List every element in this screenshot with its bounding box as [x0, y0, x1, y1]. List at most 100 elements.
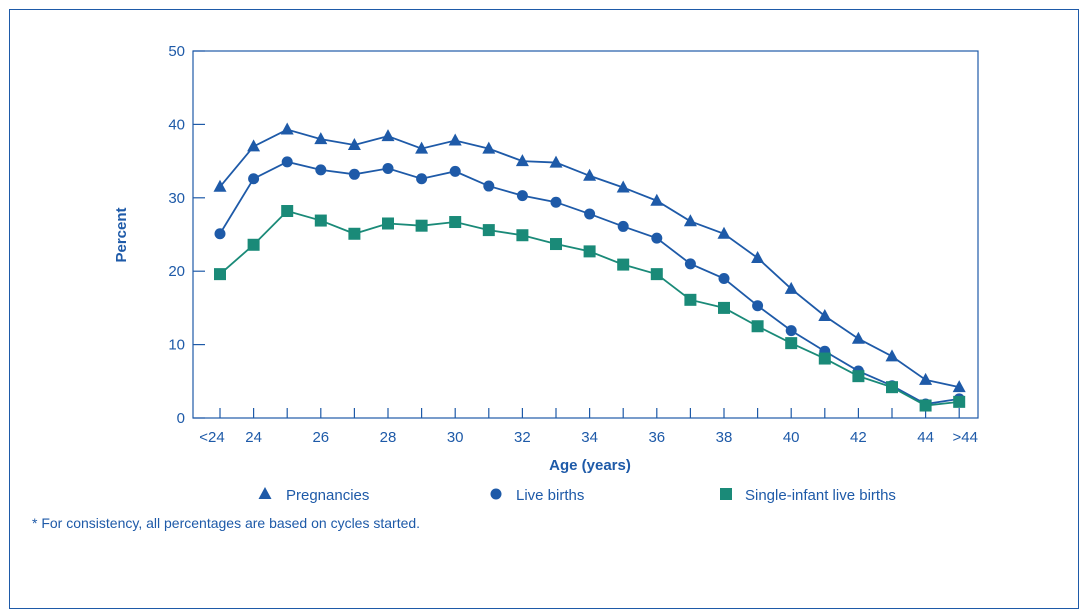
circle-marker	[449, 165, 461, 177]
x-tick-label: 44	[917, 429, 934, 446]
square-marker	[852, 370, 865, 383]
circle-marker	[718, 273, 730, 285]
square-marker	[751, 320, 764, 333]
y-tick-label: 0	[177, 410, 185, 427]
legend-label: Single-infant live births	[745, 487, 896, 504]
square-marker	[348, 227, 361, 240]
circle-marker	[483, 180, 495, 192]
triangle-marker	[280, 122, 294, 135]
x-tick-label: 42	[850, 429, 867, 446]
y-tick-label: 20	[168, 263, 185, 280]
x-axis-title: Age (years)	[549, 457, 631, 474]
x-tick-label: <24	[199, 429, 224, 446]
x-tick-label: 36	[648, 429, 665, 446]
circle-marker	[281, 156, 293, 168]
square-marker	[617, 258, 630, 271]
circle-marker	[416, 173, 428, 185]
triangle-marker	[650, 193, 664, 206]
circle-marker	[550, 196, 562, 208]
square-marker	[281, 205, 294, 218]
triangle-marker	[919, 372, 933, 385]
circle-marker	[684, 258, 696, 270]
circle-marker	[617, 220, 629, 232]
triangle-marker	[415, 141, 429, 154]
series-line	[219, 210, 960, 407]
triangle-marker	[583, 168, 597, 181]
circle-marker	[214, 228, 226, 240]
x-tick-label: 30	[447, 429, 464, 446]
y-tick-label: 10	[168, 337, 185, 354]
square-marker	[482, 224, 495, 237]
square-marker	[214, 268, 226, 281]
series-2	[214, 205, 966, 412]
series-layer	[213, 122, 966, 412]
x-tick-label: 26	[312, 429, 329, 446]
x-tick-label: >44	[952, 429, 977, 446]
circle-marker	[248, 173, 260, 185]
triangle-marker	[515, 154, 529, 167]
square-marker	[247, 238, 260, 251]
legend-item: Live births	[490, 487, 584, 504]
triangle-marker	[952, 380, 966, 393]
square-marker	[886, 381, 898, 394]
square-marker	[718, 301, 730, 314]
circle-marker	[785, 325, 797, 337]
square-marker	[785, 337, 798, 350]
triangle-marker	[784, 281, 798, 294]
circle-marker	[315, 164, 327, 176]
series-0	[213, 122, 966, 393]
x-tick-label: 32	[514, 429, 531, 446]
square-marker	[382, 217, 394, 230]
circle-marker	[651, 232, 663, 244]
triangle-marker	[549, 155, 563, 168]
triangle-marker	[717, 226, 731, 239]
circle-marker	[752, 300, 764, 312]
circle-marker	[584, 208, 596, 220]
y-tick-label: 30	[168, 190, 185, 207]
plot-border	[192, 50, 979, 419]
series-line	[219, 128, 960, 389]
circle-marker	[348, 168, 360, 180]
square-marker	[314, 214, 327, 227]
square-marker	[684, 293, 697, 306]
triangle-marker	[381, 129, 395, 142]
x-tick-label: 40	[783, 429, 800, 446]
square-marker	[650, 268, 663, 281]
x-tick-label: 24	[245, 429, 262, 446]
y-tick-label: 50	[168, 43, 185, 60]
square-marker	[818, 352, 831, 365]
square-marker	[919, 399, 932, 412]
triangle-marker	[751, 250, 765, 263]
x-tick-label: 28	[380, 429, 397, 446]
legend-label: Pregnancies	[286, 487, 369, 504]
y-axis-title: Percent	[113, 207, 130, 262]
triangle-marker	[616, 180, 630, 193]
square-marker	[583, 245, 596, 258]
triangle-marker	[851, 331, 865, 344]
circle-marker	[382, 162, 394, 174]
x-tick-label: 34	[581, 429, 598, 446]
footnote: * For consistency, all percentages are b…	[32, 515, 421, 531]
y-tick-label: 40	[168, 116, 185, 133]
square-marker	[516, 229, 529, 242]
triangle-marker	[482, 141, 496, 154]
square-marker	[953, 395, 966, 408]
legend-item: Pregnancies	[258, 487, 369, 504]
legend: Pregnancies Live births Single-infant live…	[258, 487, 896, 504]
triangle-marker	[258, 487, 272, 499]
triangle-marker	[885, 349, 899, 362]
series-line	[219, 160, 960, 405]
triangle-marker	[448, 133, 462, 146]
square-marker	[720, 488, 732, 500]
circle-marker	[490, 488, 502, 500]
triangle-marker	[314, 132, 328, 145]
circle-marker	[516, 190, 528, 202]
square-marker	[550, 238, 562, 251]
triangle-marker	[347, 137, 361, 150]
square-marker	[449, 216, 462, 229]
x-tick-label: 38	[716, 429, 733, 446]
triangle-marker	[683, 214, 697, 227]
chart-axes: 0 10 20 30 40 50 <24 24 26 28 30 32 34 36 38 40 42 44 >44	[168, 43, 979, 446]
triangle-marker	[818, 308, 832, 321]
